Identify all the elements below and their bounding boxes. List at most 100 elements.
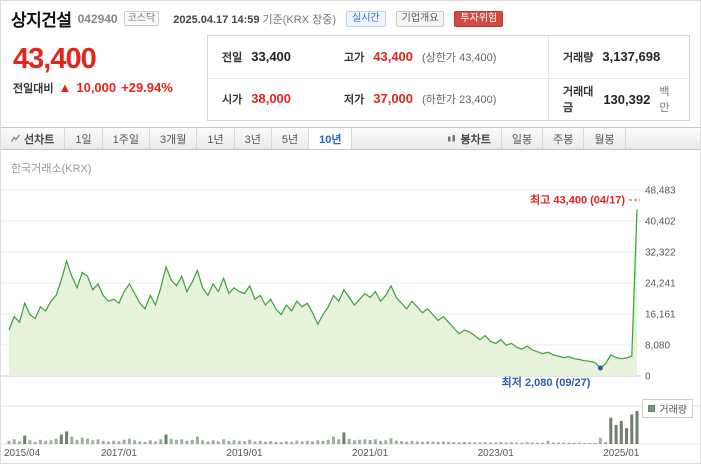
volume-bar [305, 440, 309, 444]
change-percent: +29.94% [121, 80, 173, 95]
volume-bar [625, 428, 628, 444]
volume-bar [462, 442, 466, 444]
volume-label: 거래량 [563, 51, 594, 64]
prev-close-cell: 전일 33,400 [208, 49, 330, 65]
stock-name: 상지건설 [11, 11, 72, 30]
low-price-cell: 저가 37,000 (하한가 23,400) [330, 91, 548, 107]
y-axis-tick-label: 32,322 [645, 248, 676, 259]
volume-bar [337, 439, 341, 444]
volume-bar [122, 439, 126, 444]
volume-bar [12, 439, 16, 444]
high-value: 43,400 [373, 48, 414, 64]
tab-1week[interactable]: 1주일 [101, 128, 149, 149]
volume-bar [117, 441, 121, 444]
volume-bar [169, 438, 173, 444]
volume-bar [468, 442, 471, 444]
x-axis-tick-label: 2023/01 [478, 448, 515, 459]
volume-bar [384, 440, 388, 444]
volume-bar [541, 442, 545, 444]
volume-bar [159, 439, 163, 444]
volume-bar [263, 441, 267, 444]
volume-bar [415, 441, 419, 444]
price-change-row: 전일대비 ▲ 10,000 +29.94% [13, 80, 205, 96]
volume-bar [185, 440, 189, 444]
company-overview-button[interactable]: 기업개요 [395, 10, 445, 27]
volume-bar [28, 440, 32, 444]
volume-bar [546, 440, 550, 444]
tab-3year[interactable]: 3년 [233, 128, 271, 149]
stock-code: 042940 [77, 11, 118, 26]
volume-bar [489, 442, 492, 444]
volume-bar [54, 438, 58, 444]
volume-bar [509, 442, 513, 444]
volume-bar [195, 436, 199, 444]
x-axis-tick-label: 2021/01 [352, 448, 389, 459]
exchange-label: 한국거래소(KRX) [11, 163, 92, 175]
volume-bar [572, 442, 576, 444]
volume-bar [457, 442, 461, 444]
volume-bar [274, 441, 278, 444]
tab-daily-candle[interactable]: 일봉 [500, 128, 542, 149]
volume-bar [138, 441, 142, 444]
open-label: 시가 [222, 94, 243, 107]
volume-bar [127, 438, 131, 444]
open-price-cell: 시가 38,000 [208, 91, 330, 107]
volume-bar [148, 440, 152, 444]
volume-bar [143, 441, 147, 444]
volume-bar [180, 439, 184, 444]
tab-monthly-candle[interactable]: 월봉 [583, 128, 626, 149]
volume-bar [619, 420, 623, 444]
low-value: 37,000 [373, 91, 414, 107]
tab-1year[interactable]: 1년 [196, 128, 233, 149]
line-chart-icon [11, 134, 20, 142]
amount-label: 거래대금 [563, 86, 594, 115]
volume-legend-toggle[interactable]: 거래량 [642, 399, 693, 418]
tab-10year[interactable]: 10년 [308, 128, 353, 149]
stock-header: 상지건설 042940 코스닥 2025.04.17 14:59 기준(KRX … [1, 1, 700, 33]
volume-bar [269, 441, 273, 444]
volume-bar [447, 441, 451, 444]
volume-bar [222, 439, 226, 444]
volume-bar [216, 441, 220, 444]
y-axis-tick-label: 16,161 [645, 310, 676, 321]
volume-bar [206, 441, 210, 444]
volume-bar [520, 442, 524, 444]
line-chart-group-label: 선차트 [1, 128, 64, 149]
volume-bar [295, 440, 299, 444]
volume-bar [284, 441, 288, 444]
volume-bar [300, 441, 304, 444]
volume-bar [227, 440, 231, 444]
volume-bar [201, 440, 205, 444]
tab-weekly-candle[interactable]: 주봉 [542, 128, 583, 149]
tabbar-spacer [352, 128, 437, 149]
volume-bar [562, 442, 566, 444]
y-axis-tick-label: 48,483 [645, 186, 676, 197]
volume-bar [7, 440, 11, 444]
change-arrow-up-icon: ▲ [58, 80, 72, 95]
change-value: 10,000 [76, 80, 117, 95]
upper-limit-value: (상한가 43,400) [422, 51, 497, 64]
volume-bar [363, 439, 367, 444]
volume-bar [190, 439, 194, 444]
volume-bar [588, 443, 592, 444]
volume-bar [551, 442, 555, 444]
tab-1day[interactable]: 1일 [64, 128, 101, 149]
tab-5year[interactable]: 5년 [270, 128, 308, 149]
current-price-block: 43,400 전일대비 ▲ 10,000 +29.94% [11, 35, 207, 121]
tab-3month[interactable]: 3개월 [148, 128, 196, 149]
volume-bar [583, 443, 587, 444]
realtime-badge[interactable]: 실시간 [346, 10, 386, 27]
volume-bar [279, 442, 283, 444]
volume-bar [604, 441, 608, 444]
volume-bar [232, 440, 236, 444]
price-summary: 43,400 전일대비 ▲ 10,000 +29.94% 전일 33,400 고… [1, 33, 700, 121]
volume-bar [504, 442, 508, 444]
volume-bar [253, 441, 257, 444]
volume-bar [101, 440, 105, 444]
investment-risk-badge[interactable]: 투자위험 [454, 10, 504, 27]
low-point-marker [597, 365, 603, 371]
candle-chart-icon [448, 135, 456, 142]
volume-bar [86, 438, 89, 444]
price-info-row-2: 시가 38,000 저가 37,000 (하한가 23,400) 거래대금 13… [208, 78, 689, 120]
